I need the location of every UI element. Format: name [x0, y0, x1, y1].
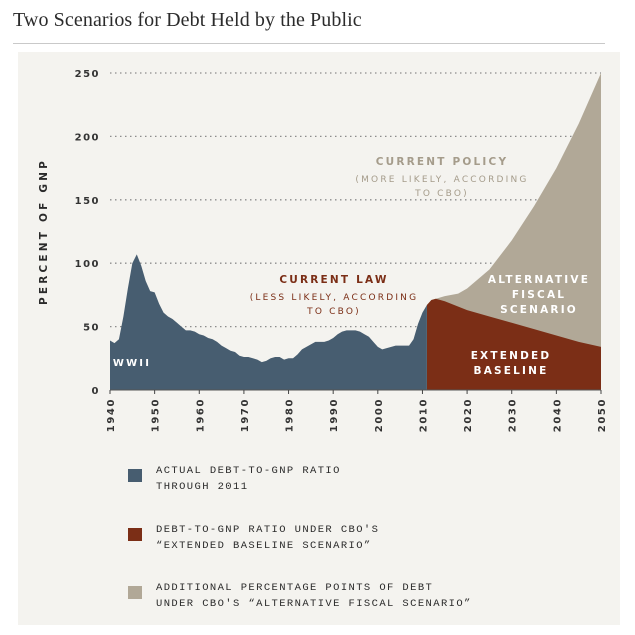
y-axis-title: PERCENT OF GNP [38, 158, 50, 305]
legend-label-actual: ACTUAL DEBT-TO-GNP RATIO THROUGH 2011 [156, 463, 536, 495]
legend-line: UNDER CBO'S “ALTERNATIVE FISCAL SCENARIO… [156, 598, 472, 610]
x-tick-label: 1940 [106, 398, 117, 432]
debt-chart: 0 50 100 150 200 250 PERCENT OF GNP 1940 1950 196… [38, 69, 608, 432]
x-tick-label: 2040 [552, 398, 563, 432]
x-tick-label: 1980 [285, 398, 296, 432]
annotation-alternative-fiscal: FISCAL [512, 289, 566, 301]
y-tick-label: 0 [92, 386, 100, 397]
legend-swatch-actual [128, 469, 142, 482]
annotation-extended-baseline: BASELINE [473, 365, 548, 377]
annotation-wwii: WWII [113, 358, 151, 369]
y-tick-label: 50 [83, 323, 100, 334]
legend-line: “EXTENDED BASELINE SCENARIO” [156, 540, 372, 552]
annotation-alternative-fiscal: SCENARIO [500, 304, 578, 316]
alternative-scenario-area [426, 73, 601, 390]
annotation-current-law-sub: TO CBO) [306, 307, 361, 317]
legend-line: ADDITIONAL PERCENTAGE POINTS OF DEBT [156, 582, 434, 594]
x-tick-label: 1990 [329, 398, 340, 432]
legend-line: ACTUAL DEBT-TO-GNP RATIO [156, 465, 341, 477]
legend-line: THROUGH 2011 [156, 481, 249, 493]
annotation-extended-baseline: EXTENDED [471, 350, 552, 362]
y-tick-label: 150 [75, 196, 100, 207]
chart-panel: 0 50 100 150 200 250 PERCENT OF GNP 1940 1950 196… [18, 52, 620, 625]
title-divider [13, 43, 605, 44]
legend-label-alternative: ADDITIONAL PERCENTAGE POINTS OF DEBT UND… [156, 580, 536, 612]
x-tick-label: 2000 [374, 398, 385, 432]
annotation-current-law: CURRENT LAW [279, 274, 388, 286]
page-title: Two Scenarios for Debt Held by the Publi… [13, 9, 362, 31]
annotation-current-policy-sub: TO CBO) [414, 189, 469, 199]
x-tick-label: 2010 [418, 398, 429, 432]
y-tick-label: 100 [75, 259, 100, 270]
y-tick-label: 200 [75, 132, 100, 143]
x-tick-label: 2020 [463, 398, 474, 432]
extended-baseline-area [426, 298, 601, 390]
x-tick-label: 2050 [597, 398, 608, 432]
annotation-alternative-fiscal: ALTERNATIVE [488, 274, 590, 286]
actual-debt-area [110, 254, 427, 390]
x-tick-label: 1970 [240, 398, 251, 432]
y-tick-label: 250 [75, 69, 100, 80]
annotation-current-law-sub: (LESS LIKELY, ACCORDING [250, 293, 419, 303]
legend-label-extended: DEBT-TO-GNP RATIO UNDER CBO'S “EXTENDED … [156, 522, 536, 554]
x-tick-label: 2030 [508, 398, 519, 432]
legend-swatch-extended [128, 528, 142, 541]
annotation-current-policy: CURRENT POLICY [376, 156, 509, 168]
legend-line: DEBT-TO-GNP RATIO UNDER CBO'S [156, 524, 380, 536]
legend-swatch-alternative [128, 586, 142, 599]
x-tick-label: 1960 [195, 398, 206, 432]
x-tick-label: 1950 [151, 398, 162, 432]
annotation-current-policy-sub: (MORE LIKELY, ACCORDING [355, 175, 528, 185]
